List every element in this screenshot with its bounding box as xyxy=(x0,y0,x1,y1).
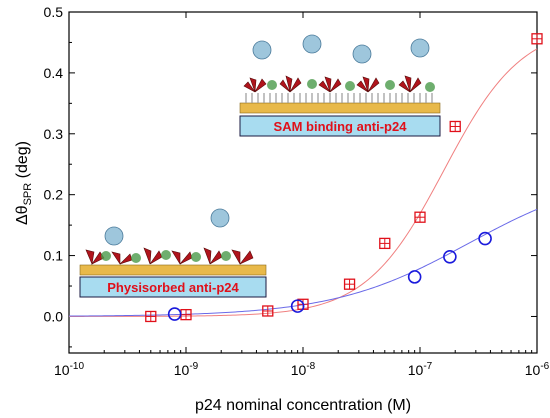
x-tick-label: 10-8 xyxy=(291,361,316,378)
data-point-square xyxy=(180,308,192,321)
y-axis-title-sub: SPR xyxy=(22,183,34,206)
data-point-square xyxy=(343,278,356,290)
axis-ticks: 0.00.10.20.30.40.510-10 10-9 10-8 10-7 10-6 xyxy=(44,4,550,378)
data-point-square xyxy=(449,120,461,133)
x-tick-label-base: 10 xyxy=(408,362,424,378)
inset-sam-antibodies xyxy=(243,75,422,93)
inset-sam-p24-antigens xyxy=(252,34,430,64)
x-tick-label-exp: -9 xyxy=(189,361,198,372)
x-tick-label-exp: -10 xyxy=(70,361,85,372)
inset-sam-binding: SAM binding anti-p24 xyxy=(239,34,441,137)
x-tick-label-base: 10 xyxy=(525,362,541,378)
inset-physisorbed: Physisorbed anti-p24 xyxy=(79,208,267,298)
inset-phys-gold-layer xyxy=(79,264,267,276)
data-point-circle xyxy=(167,307,182,321)
inset-sam-label: SAM binding anti-p24 xyxy=(274,119,408,134)
inset-phys-p24-antigens xyxy=(104,208,230,246)
x-tick-label: 10-6 xyxy=(525,361,550,378)
x-tick-label-exp: -6 xyxy=(540,361,549,372)
x-tick-label: 10-10 xyxy=(54,361,84,378)
inset-sam-fillers xyxy=(267,79,435,92)
x-tick-label-exp: -8 xyxy=(306,361,315,372)
y-axis-title-prefix: Δθ xyxy=(14,205,31,225)
data-point-square xyxy=(414,211,426,223)
y-tick-label: 0.4 xyxy=(44,65,64,81)
x-tick-label: 10-9 xyxy=(174,361,199,378)
y-tick-label: 0.3 xyxy=(44,126,64,142)
data-point-circle xyxy=(478,231,492,246)
inset-phys-fillers xyxy=(101,250,231,263)
data-point-circle xyxy=(407,270,422,284)
inset-sam-gold-layer xyxy=(239,102,441,114)
x-tick-label-base: 10 xyxy=(54,362,70,378)
x-tick-label-exp: -7 xyxy=(423,361,432,372)
inset-phys-label-box xyxy=(79,276,267,298)
y-axis-title: ΔθSPR (deg) xyxy=(14,141,34,225)
data-points xyxy=(145,33,543,323)
inset-sam-monolayer xyxy=(245,93,433,103)
y-tick-label: 0.0 xyxy=(44,308,64,324)
data-point-square xyxy=(379,237,391,250)
inset-sam-label-box xyxy=(239,115,441,137)
fit-curves xyxy=(68,48,538,317)
inset-phys-label: Physisorbed anti-p24 xyxy=(107,280,239,295)
data-point-circle xyxy=(290,299,305,313)
y-axis-title-suffix: (deg) xyxy=(14,141,31,183)
x-tick-label-base: 10 xyxy=(291,362,307,378)
data-point-square xyxy=(531,33,543,45)
data-point-square xyxy=(145,310,157,323)
x-tick-label: 10-7 xyxy=(408,361,433,378)
y-tick-label: 0.2 xyxy=(44,187,64,203)
x-axis-title: p24 nominal concentration (M) xyxy=(195,397,411,414)
data-point-square xyxy=(262,305,274,317)
y-tick-label: 0.1 xyxy=(44,248,64,264)
y-tick-label: 0.5 xyxy=(44,4,64,20)
x-tick-label-base: 10 xyxy=(174,362,190,378)
fit-curve xyxy=(69,48,538,317)
inset-phys-antibodies xyxy=(85,247,254,266)
data-point-circle xyxy=(443,249,457,264)
